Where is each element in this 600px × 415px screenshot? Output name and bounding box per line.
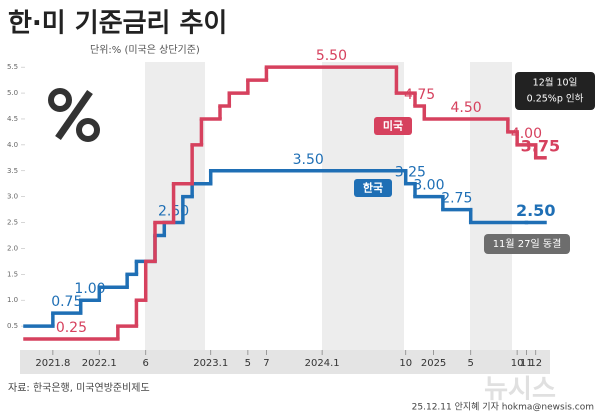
value-label: 0.25 — [56, 320, 87, 336]
value-label: 0.75 — [51, 294, 82, 310]
x-tick-label: 5 — [468, 358, 474, 369]
value-label: 2.75 — [441, 191, 472, 207]
shade-band — [322, 62, 404, 350]
x-tick-label: 2023.1 — [193, 358, 228, 369]
source: 자료: 한국은행, 미국연방준비제도 — [8, 382, 150, 394]
x-tick-label: 10 — [399, 358, 412, 369]
callout-box — [515, 72, 595, 110]
x-tick-label: 12 — [529, 358, 542, 369]
value-label: 2.50 — [516, 201, 555, 220]
watermark: 뉴시스 — [484, 375, 556, 405]
x-axis-band — [20, 350, 550, 374]
value-label: 4.50 — [450, 100, 481, 116]
x-tick-label: 5 — [245, 358, 251, 369]
icon-part — [48, 88, 72, 112]
x-tick-label: 2024.1 — [305, 358, 340, 369]
y-tick-label: 0.5 — [7, 322, 18, 330]
percent-icon — [48, 88, 100, 142]
legend-box — [374, 117, 412, 135]
annotation: 0.25%p 인하 — [527, 93, 584, 105]
y-tick-label: 4.5 — [7, 115, 18, 123]
value-label: 1.00 — [74, 281, 105, 297]
y-tick-label: 3.0 — [7, 193, 18, 201]
y-tick-label: 3.5 — [7, 167, 18, 175]
x-tick-label: 11 — [520, 358, 533, 369]
x-tick-label: 7 — [263, 358, 269, 369]
y-tick-label: 5.0 — [7, 89, 18, 97]
value-label: 3.25 — [395, 165, 426, 181]
y-tick-label: 2.0 — [7, 244, 18, 252]
legend-box — [354, 179, 392, 197]
x-tick-label: 2025 — [421, 358, 446, 369]
annotation: 12월 10일 — [533, 77, 578, 89]
legend-label: 한국 — [363, 181, 383, 195]
icon-part — [55, 90, 93, 140]
callout-box — [484, 234, 570, 254]
icon-part — [76, 118, 100, 142]
chart-subtitle: 단위:% (미국은 상단기준) — [90, 43, 200, 56]
x-tick-label: 10 — [511, 358, 524, 369]
annotation: 11월 27일 동결 — [493, 238, 562, 250]
legend-label: 미국 — [383, 119, 403, 133]
y-tick-label: 2.5 — [7, 219, 18, 227]
shade-band — [470, 62, 512, 350]
value-label: 3.00 — [413, 178, 444, 194]
value-label: 4.00 — [511, 126, 542, 142]
chart-title: 한·미 기준금리 추이 — [8, 9, 227, 39]
value-label: 4.75 — [404, 87, 435, 103]
value-label: 3.50 — [293, 152, 324, 168]
value-label: 3.75 — [521, 136, 560, 155]
y-tick-label: 4.0 — [7, 141, 18, 149]
x-tick-label: 2021.8 — [35, 358, 70, 369]
credit: 25.12.11 안지혜 기자 hokma@newsis.com — [412, 401, 594, 413]
x-tick-label: 2022.1 — [82, 358, 117, 369]
y-tick-label: 1.5 — [7, 270, 18, 278]
value-label: 5.50 — [316, 48, 347, 64]
x-tick-label: 6 — [143, 358, 149, 369]
y-tick-label: 1.0 — [7, 296, 18, 304]
y-tick-label: 5.5 — [7, 63, 18, 71]
